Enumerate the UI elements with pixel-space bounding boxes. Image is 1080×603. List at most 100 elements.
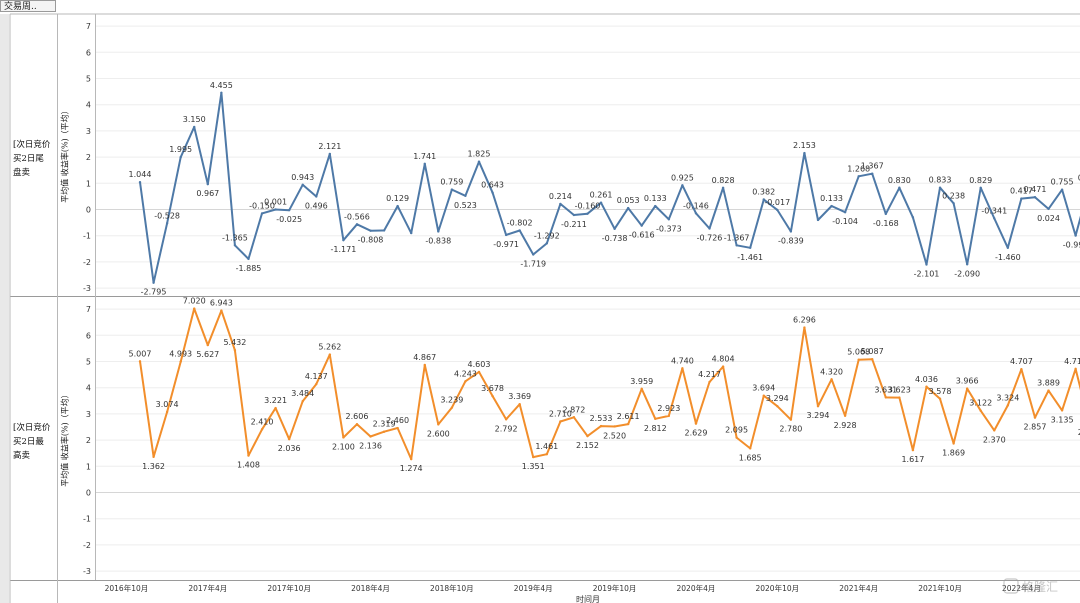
data-point bbox=[504, 418, 508, 421]
data-point bbox=[355, 223, 359, 226]
data-point bbox=[667, 414, 671, 418]
data-label: 0.523 bbox=[454, 201, 477, 210]
data-point bbox=[898, 396, 901, 399]
data-label: -1.719 bbox=[520, 260, 546, 269]
data-point bbox=[233, 244, 237, 247]
data-point bbox=[613, 227, 616, 231]
data-label: 0.967 bbox=[196, 189, 219, 198]
x-tick-label: 2018年10月 bbox=[430, 583, 474, 593]
data-label: 0.024 bbox=[1037, 214, 1060, 223]
data-label: -0.160 bbox=[575, 202, 601, 211]
data-point bbox=[749, 447, 752, 450]
data-point bbox=[626, 206, 630, 210]
data-label: 0.643 bbox=[481, 181, 504, 190]
y-tick-label: -2 bbox=[83, 541, 91, 550]
data-point bbox=[884, 396, 887, 399]
data-point bbox=[532, 253, 535, 256]
data-label: -0.528 bbox=[154, 211, 180, 220]
data-label: 2.036 bbox=[278, 444, 301, 453]
data-point bbox=[477, 370, 481, 374]
data-label: 1.351 bbox=[522, 462, 545, 471]
data-point bbox=[369, 229, 372, 232]
data-label: 2.792 bbox=[495, 424, 518, 433]
data-label: 2.629 bbox=[685, 429, 708, 438]
data-label: 5.627 bbox=[196, 350, 219, 359]
data-point bbox=[830, 204, 833, 208]
data-point bbox=[694, 422, 698, 425]
data-point bbox=[464, 380, 467, 383]
y-tick-label: 5 bbox=[86, 358, 91, 367]
x-axis-title: 时间月 bbox=[576, 594, 600, 603]
left-scroll-strip[interactable] bbox=[0, 14, 9, 603]
data-label: 3.959 bbox=[630, 377, 653, 386]
data-label: 2.319 bbox=[373, 420, 396, 429]
data-point bbox=[504, 233, 508, 237]
data-label: -0.168 bbox=[873, 219, 899, 228]
data-point bbox=[993, 217, 996, 220]
y-tick-label: 2 bbox=[86, 436, 91, 445]
y-tick-label: 0 bbox=[86, 489, 91, 498]
data-label: -0.738 bbox=[602, 234, 628, 243]
data-point bbox=[1006, 246, 1010, 249]
y-tick-label: -2 bbox=[83, 258, 91, 267]
data-point bbox=[979, 186, 982, 189]
data-point bbox=[884, 212, 887, 216]
data-point bbox=[138, 180, 142, 184]
x-tick-label: 2020年4月 bbox=[677, 583, 716, 593]
data-label: 3.122 bbox=[969, 399, 992, 408]
data-label: -0.802 bbox=[507, 219, 533, 228]
data-label: 0.133 bbox=[644, 194, 667, 203]
data-label: 4.243 bbox=[454, 369, 477, 378]
watermark-text: 格隆汇 bbox=[1022, 579, 1058, 594]
data-label: 3.074 bbox=[156, 400, 179, 409]
data-label: 3.239 bbox=[440, 396, 463, 405]
data-label: 2.533 bbox=[590, 414, 613, 423]
data-label: 6.943 bbox=[210, 299, 233, 308]
y-tick-label: 4 bbox=[86, 384, 91, 393]
data-point bbox=[1006, 404, 1010, 407]
data-point bbox=[843, 414, 847, 417]
data-point bbox=[315, 382, 318, 386]
data-label: 2.647 bbox=[1078, 428, 1080, 437]
data-point bbox=[1033, 416, 1037, 419]
data-label: 0.261 bbox=[590, 191, 613, 200]
y-tick-label: -3 bbox=[83, 284, 91, 293]
data-label: -0.616 bbox=[629, 231, 655, 240]
data-point bbox=[410, 231, 413, 235]
data-point bbox=[301, 400, 304, 403]
data-label: 0.759 bbox=[440, 178, 463, 187]
data-point bbox=[396, 204, 399, 208]
data-point bbox=[708, 380, 711, 384]
data-point bbox=[369, 435, 372, 438]
data-label: 4.707 bbox=[1010, 357, 1033, 366]
data-label: 2.606 bbox=[346, 412, 369, 421]
data-point bbox=[599, 201, 603, 204]
data-point bbox=[450, 188, 454, 191]
data-point bbox=[1047, 389, 1050, 392]
data-label: 3.966 bbox=[956, 377, 979, 386]
data-point bbox=[301, 183, 304, 186]
data-point bbox=[532, 455, 535, 459]
y-tick-label: 0 bbox=[86, 206, 91, 215]
data-point bbox=[274, 208, 277, 211]
data-label: 0.382 bbox=[752, 187, 775, 196]
y-tick-label: 7 bbox=[86, 305, 91, 314]
data-point bbox=[179, 156, 182, 159]
field-header[interactable]: 交易周.. bbox=[0, 0, 56, 12]
data-label: 2.153 bbox=[793, 141, 816, 150]
data-point bbox=[938, 186, 942, 189]
data-point bbox=[382, 229, 386, 232]
data-label: 0.943 bbox=[291, 173, 314, 182]
data-point bbox=[545, 453, 548, 456]
y-tick-label: 2 bbox=[86, 153, 91, 162]
data-point bbox=[423, 162, 426, 166]
data-point bbox=[762, 394, 765, 397]
data-point bbox=[396, 426, 399, 430]
data-label: -0.150 bbox=[249, 201, 275, 210]
data-label: 5.087 bbox=[861, 347, 884, 356]
data-point bbox=[654, 204, 657, 208]
series-group-2: -3 -2 -1 0 1 2 3 4 5 6 7 5.007 1.362 3.074 4.993 7.020 5… bbox=[83, 297, 1080, 576]
data-label: -1.461 bbox=[737, 253, 763, 262]
data-label: 3.631 bbox=[874, 385, 897, 394]
y-tick-label: 3 bbox=[86, 127, 91, 136]
